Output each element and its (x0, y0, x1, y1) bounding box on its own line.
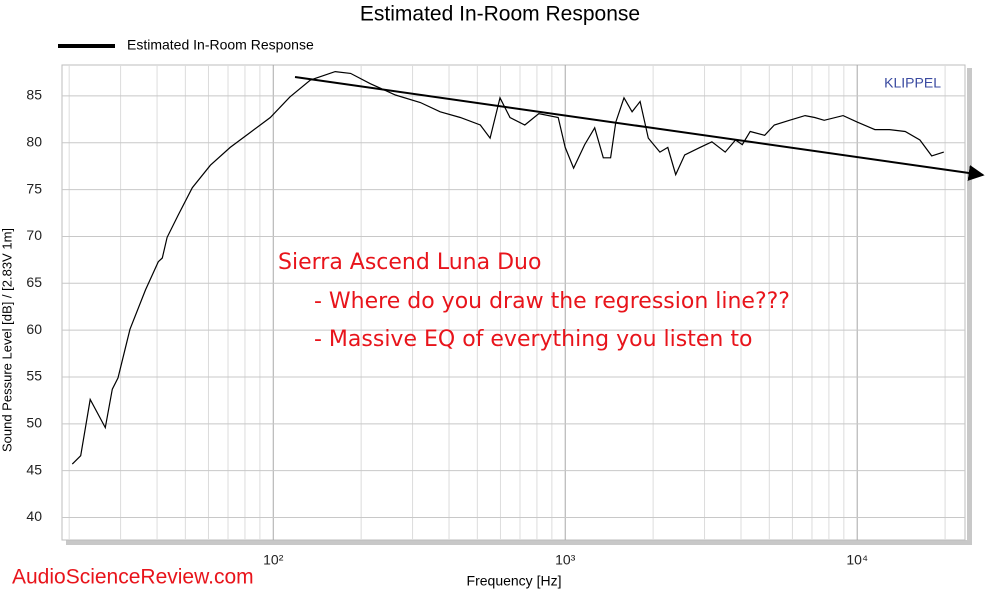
x-tick-label: 10⁴ (846, 552, 868, 568)
y-tick-label: 60 (26, 321, 42, 337)
y-tick-label: 85 (26, 87, 42, 103)
annotation: - Where do you draw the regression line?… (314, 289, 790, 314)
y-tick-label: 50 (26, 415, 42, 431)
x-tick-label: 10³ (555, 552, 576, 568)
y-tick-label: 65 (26, 274, 42, 290)
plot-area (61, 64, 966, 541)
annotation: Sierra Ascend Luna Duo (278, 250, 541, 275)
data-line (71, 70, 944, 465)
watermark: AudioScienceReview.com (12, 566, 254, 589)
chart-title: Estimated In-Room Response (360, 3, 640, 26)
y-tick-label: 45 (26, 461, 42, 477)
shadow (66, 540, 972, 545)
annotation: - Massive EQ of everything you listen to (314, 327, 752, 352)
y-axis-label: Sound Pessure Level [dB] / [2.83V 1m] (0, 228, 14, 452)
regression-arrow (294, 76, 985, 181)
y-tick-label: 80 (26, 133, 42, 149)
y-tick-label: 55 (26, 368, 42, 384)
y-tick-label: 70 (26, 227, 42, 243)
shadow (967, 68, 972, 545)
x-tick-label: 10² (263, 552, 284, 568)
legend-label: Estimated In-Room Response (127, 37, 314, 53)
x-axis-label: Frequency [Hz] (467, 573, 562, 589)
brand: KLIPPEL (884, 75, 941, 91)
y-tick-label: 75 (26, 180, 42, 196)
y-tick-label: 40 (26, 508, 42, 524)
